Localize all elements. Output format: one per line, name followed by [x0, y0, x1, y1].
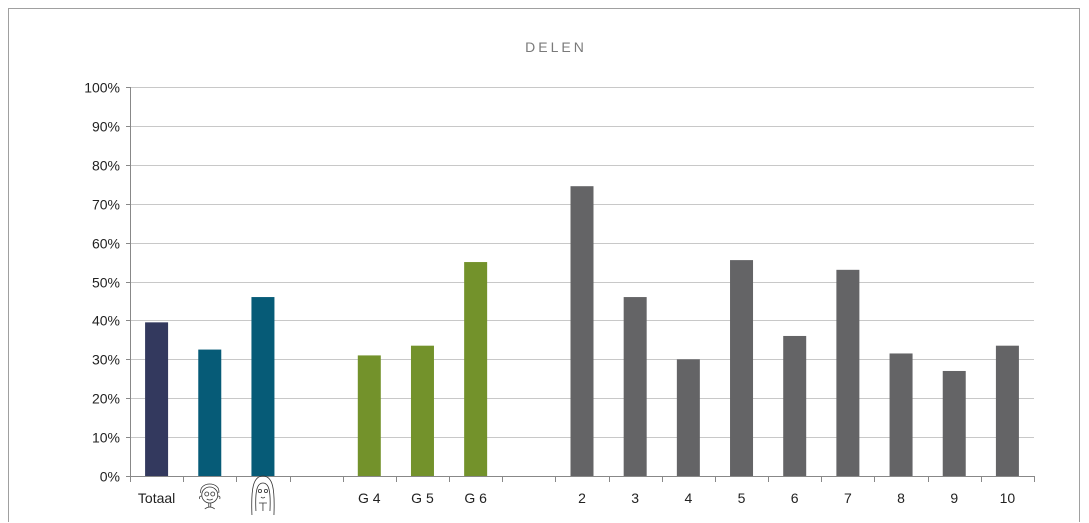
- y-tick-label: 70%: [92, 197, 120, 213]
- y-axis: 0% 10% 20% 30% 40% 50% 60% 70% 80% 90% 100%: [84, 80, 131, 485]
- bar: [198, 349, 222, 476]
- y-tick-label: 40%: [92, 313, 120, 329]
- x-tick-label: 6: [791, 490, 799, 506]
- y-tick-label: 0%: [100, 469, 120, 485]
- bar: [730, 260, 754, 476]
- bar: [836, 269, 860, 476]
- x-tick-label: 8: [897, 490, 905, 506]
- bar: [251, 297, 275, 476]
- y-tick-label: 20%: [92, 391, 120, 407]
- bar: [357, 355, 381, 476]
- x-tick-label: 3: [631, 490, 639, 506]
- x-tick-label: G 5: [411, 490, 434, 506]
- bar: [889, 353, 913, 476]
- y-tick-label: 100%: [84, 80, 120, 96]
- bar: [410, 345, 434, 476]
- bar: [623, 297, 647, 476]
- bar: [783, 335, 807, 476]
- y-tick-label: 90%: [92, 119, 120, 135]
- boy-icon: [199, 483, 221, 510]
- y-tick-label: 10%: [92, 430, 120, 446]
- bar: [995, 345, 1019, 476]
- x-tick-label: 7: [844, 490, 852, 506]
- y-tick-label: 50%: [92, 275, 120, 291]
- x-tick-label: 4: [684, 490, 692, 506]
- x-tick-label: G 6: [464, 490, 487, 506]
- x-tick-label: Totaal: [138, 490, 175, 506]
- x-tick-label: 5: [738, 490, 746, 506]
- y-tick-label: 80%: [92, 158, 120, 174]
- girl-icon: [251, 475, 275, 516]
- x-tick-label: 9: [950, 490, 958, 506]
- bar: [942, 370, 966, 476]
- y-tick-label: 30%: [92, 352, 120, 368]
- chart-title: DELEN: [525, 39, 587, 55]
- bar: [676, 359, 700, 476]
- x-tick-label: 10: [1000, 490, 1016, 506]
- bar: [570, 186, 594, 476]
- bars: [145, 186, 1019, 476]
- x-tick-label: G 4: [358, 490, 381, 506]
- x-axis: Totaal G 4 G 5 G 6 2 3 4 5 6 7 8 9 10: [130, 475, 1035, 516]
- y-tick-label: 60%: [92, 236, 120, 252]
- x-tick-label: 2: [578, 490, 586, 506]
- bar: [464, 262, 488, 476]
- bar: [145, 322, 169, 476]
